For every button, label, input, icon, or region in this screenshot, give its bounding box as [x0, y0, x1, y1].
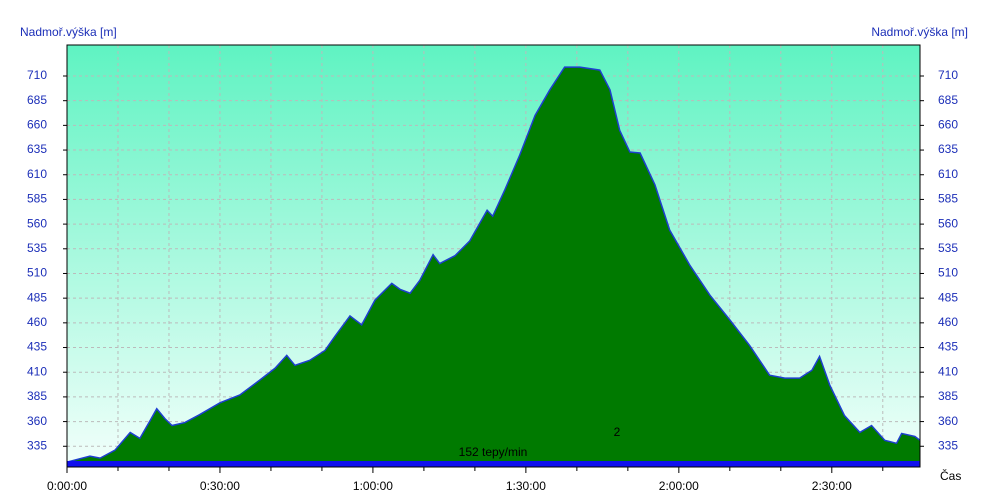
x-tick-label: 2:00:00 [659, 479, 699, 493]
y2-tick-label: 360 [938, 414, 958, 428]
y2-tick-label: 510 [938, 266, 958, 280]
y-tick-label: 535 [27, 241, 47, 255]
y-tick-label: 560 [27, 216, 47, 230]
y-tick-label: 485 [27, 290, 47, 304]
x-tick-label: 0:30:00 [200, 479, 240, 493]
y-tick-label: 385 [27, 389, 47, 403]
y2-tick-label: 635 [938, 142, 958, 156]
y2-tick-label: 460 [938, 315, 958, 329]
y2-tick-label: 535 [938, 241, 958, 255]
heart-rate-band [67, 461, 920, 467]
x-tick-label: 1:30:00 [506, 479, 546, 493]
y2-tick-label: 335 [938, 438, 958, 452]
y-tick-label: 585 [27, 192, 47, 206]
y2-tick-label: 610 [938, 167, 958, 181]
y-tick-label: 660 [27, 118, 47, 132]
elevation-area [67, 67, 920, 467]
y-axis-label-left: Nadmoř.výška [m] [20, 25, 117, 39]
y2-tick-label: 410 [938, 364, 958, 378]
y-tick-label: 710 [27, 68, 47, 82]
y-tick-label: 510 [27, 266, 47, 280]
x-tick-label: 0:00:00 [47, 479, 87, 493]
annotation: 152 tepy/min [459, 445, 528, 459]
y-tick-label: 685 [27, 93, 47, 107]
x-axis-label: Čas [940, 468, 961, 483]
y-axis-label-right: Nadmoř.výška [m] [871, 25, 968, 39]
y-tick-label: 610 [27, 167, 47, 181]
y-tick-label: 460 [27, 315, 47, 329]
y2-tick-label: 660 [938, 118, 958, 132]
x-tick-label: 1:00:00 [353, 479, 393, 493]
x-tick-label: 2:30:00 [812, 479, 852, 493]
y2-tick-label: 560 [938, 216, 958, 230]
plot-frame [66, 44, 921, 468]
elevation-line [66, 66, 921, 463]
y-tick-label: 410 [27, 364, 47, 378]
y2-tick-label: 585 [938, 192, 958, 206]
y2-tick-label: 485 [938, 290, 958, 304]
y2-tick-label: 385 [938, 389, 958, 403]
y-tick-label: 360 [27, 414, 47, 428]
y-tick-label: 435 [27, 340, 47, 354]
y2-tick-label: 710 [938, 68, 958, 82]
y2-tick-label: 435 [938, 340, 958, 354]
annotation: 2 [614, 425, 621, 439]
y2-tick-label: 685 [938, 93, 958, 107]
y-tick-label: 335 [27, 438, 47, 452]
y-tick-label: 635 [27, 142, 47, 156]
